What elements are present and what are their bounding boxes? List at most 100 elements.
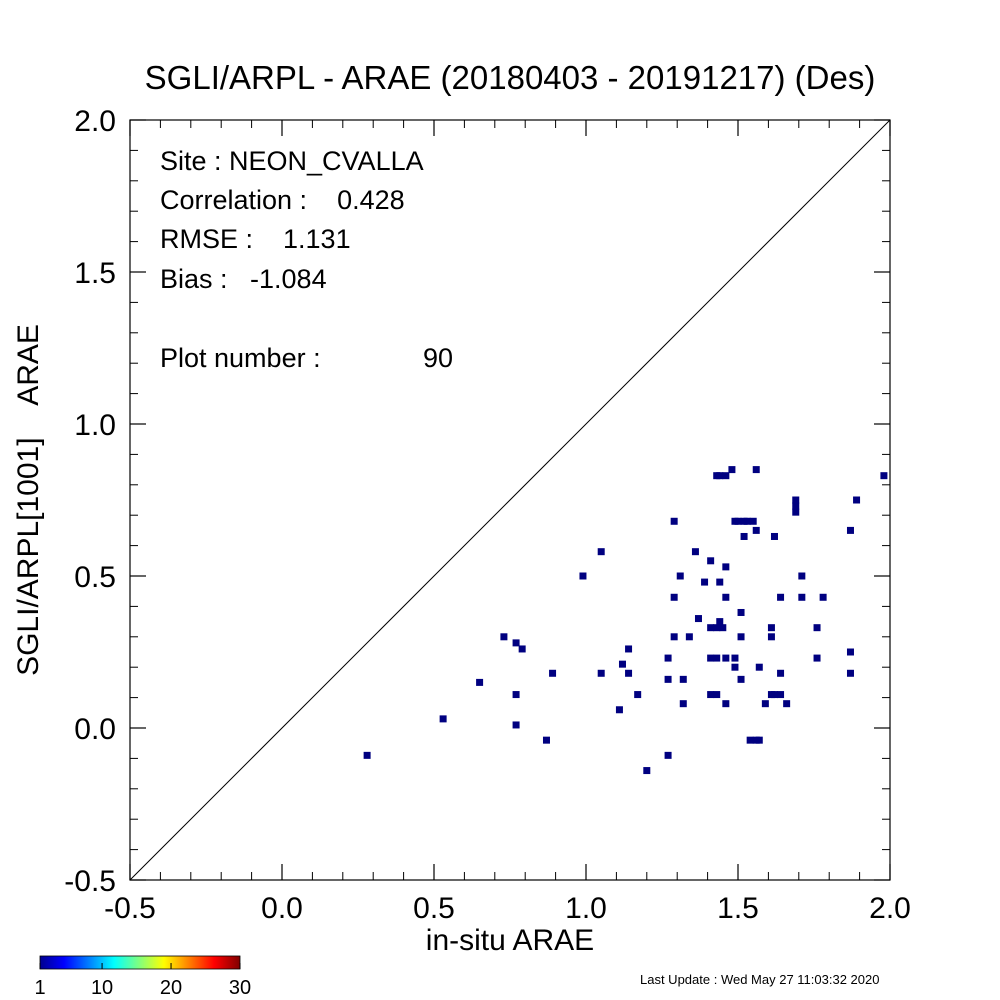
data-point [777,691,785,699]
data-point [755,663,763,671]
data-point [685,633,693,641]
data-point [549,669,557,677]
stat-rmse: RMSE : 1.131 [160,224,351,254]
stat-bias: Bias : -1.084 [160,264,327,294]
data-point [767,624,775,632]
data-point [518,645,526,653]
data-point [691,548,699,556]
data-point [746,736,754,744]
data-point [846,648,854,656]
one-to-one-line [130,120,890,880]
data-point [716,472,724,480]
data-point [579,572,587,580]
data-point [737,675,745,683]
y-tick-label: 1.5 [74,257,116,290]
data-point [752,466,760,474]
data-point [722,593,730,601]
data-point [749,517,757,525]
data-point [713,691,721,699]
colorbar: 1 10 20 30 [34,955,251,999]
data-point [880,472,888,480]
colorbar-tick-label: 10 [91,977,113,999]
data-point [813,624,821,632]
data-point [542,736,550,744]
data-point [819,593,827,601]
data-point [755,736,763,744]
data-point [792,508,800,516]
data-point [761,700,769,708]
data-point [713,624,721,632]
data-point [670,517,678,525]
plot-frame [129,119,891,881]
data-point [694,615,702,623]
x-tick-label: -0.5 [104,892,156,925]
colorbar-tick-label: 1 [34,977,45,999]
data-point [743,517,751,525]
y-axis-label: SGLI/ARPL[1001] ARAE [12,324,45,676]
data-point [618,660,626,668]
colorbar-tick-label: 20 [160,977,182,999]
data-point [597,669,605,677]
data-point [670,593,678,601]
last-update-text: Last Update : Wed May 27 11:03:32 2020 [640,972,879,987]
data-point [731,654,739,662]
chart-title: SGLI/ARPL - ARAE (20180403 - 20191217) (… [145,59,876,96]
data-point [783,700,791,708]
data-point [798,572,806,580]
data-point [679,675,687,683]
data-point [625,645,633,653]
data-point [707,624,715,632]
y-tick-label: 1.0 [74,409,116,442]
data-point [734,517,742,525]
stat-plot-number-label: Plot number : [160,343,321,373]
data-point [476,678,484,686]
data-point [813,654,821,662]
x-tick-label: 1.5 [717,892,759,925]
data-point [664,675,672,683]
stat-site: Site : NEON_CVALLA [160,146,424,176]
data-point [770,691,778,699]
stat-correlation: Correlation : 0.428 [160,185,405,215]
x-tick-label: 2.0 [869,892,911,925]
data-point [722,654,730,662]
data-point [597,548,605,556]
data-point [643,767,651,775]
data-points [363,466,888,775]
y-tick-label: 2.0 [74,105,116,138]
data-point [719,624,727,632]
data-point [716,618,724,626]
y-axis: -0.5 0.0 0.5 1.0 1.5 2.0 [64,105,890,898]
data-point [707,557,715,565]
data-point [634,691,642,699]
x-tick-label: 0.0 [261,892,303,925]
data-point [737,633,745,641]
colorbar-tick-label: 30 [229,977,251,999]
data-point [664,751,672,759]
data-point [740,532,748,540]
data-point [846,526,854,534]
data-point [792,496,800,504]
data-point [777,669,785,677]
y-tick-label: -0.5 [64,865,116,898]
data-point [752,526,760,534]
colorbar-gradient [39,955,241,970]
data-point [737,608,745,616]
data-point [722,700,730,708]
stat-plot-number-value: 90 [423,343,453,373]
data-point [792,502,800,510]
data-point [676,572,684,580]
data-point [777,593,785,601]
x-tick-label: 1.0 [565,892,607,925]
data-point [707,654,715,662]
x-axis: -0.5 0.0 0.5 1.0 1.5 2.0 [104,120,911,925]
stats-box: Site : NEON_CVALLA Correlation : 0.428 R… [160,146,453,373]
data-point [512,721,520,729]
data-point [500,633,508,641]
data-point [615,706,623,714]
data-point [512,691,520,699]
data-point [363,751,371,759]
data-point [770,532,778,540]
y-tick-label: 0.5 [74,561,116,594]
x-axis-label: in-situ ARAE [426,924,594,957]
